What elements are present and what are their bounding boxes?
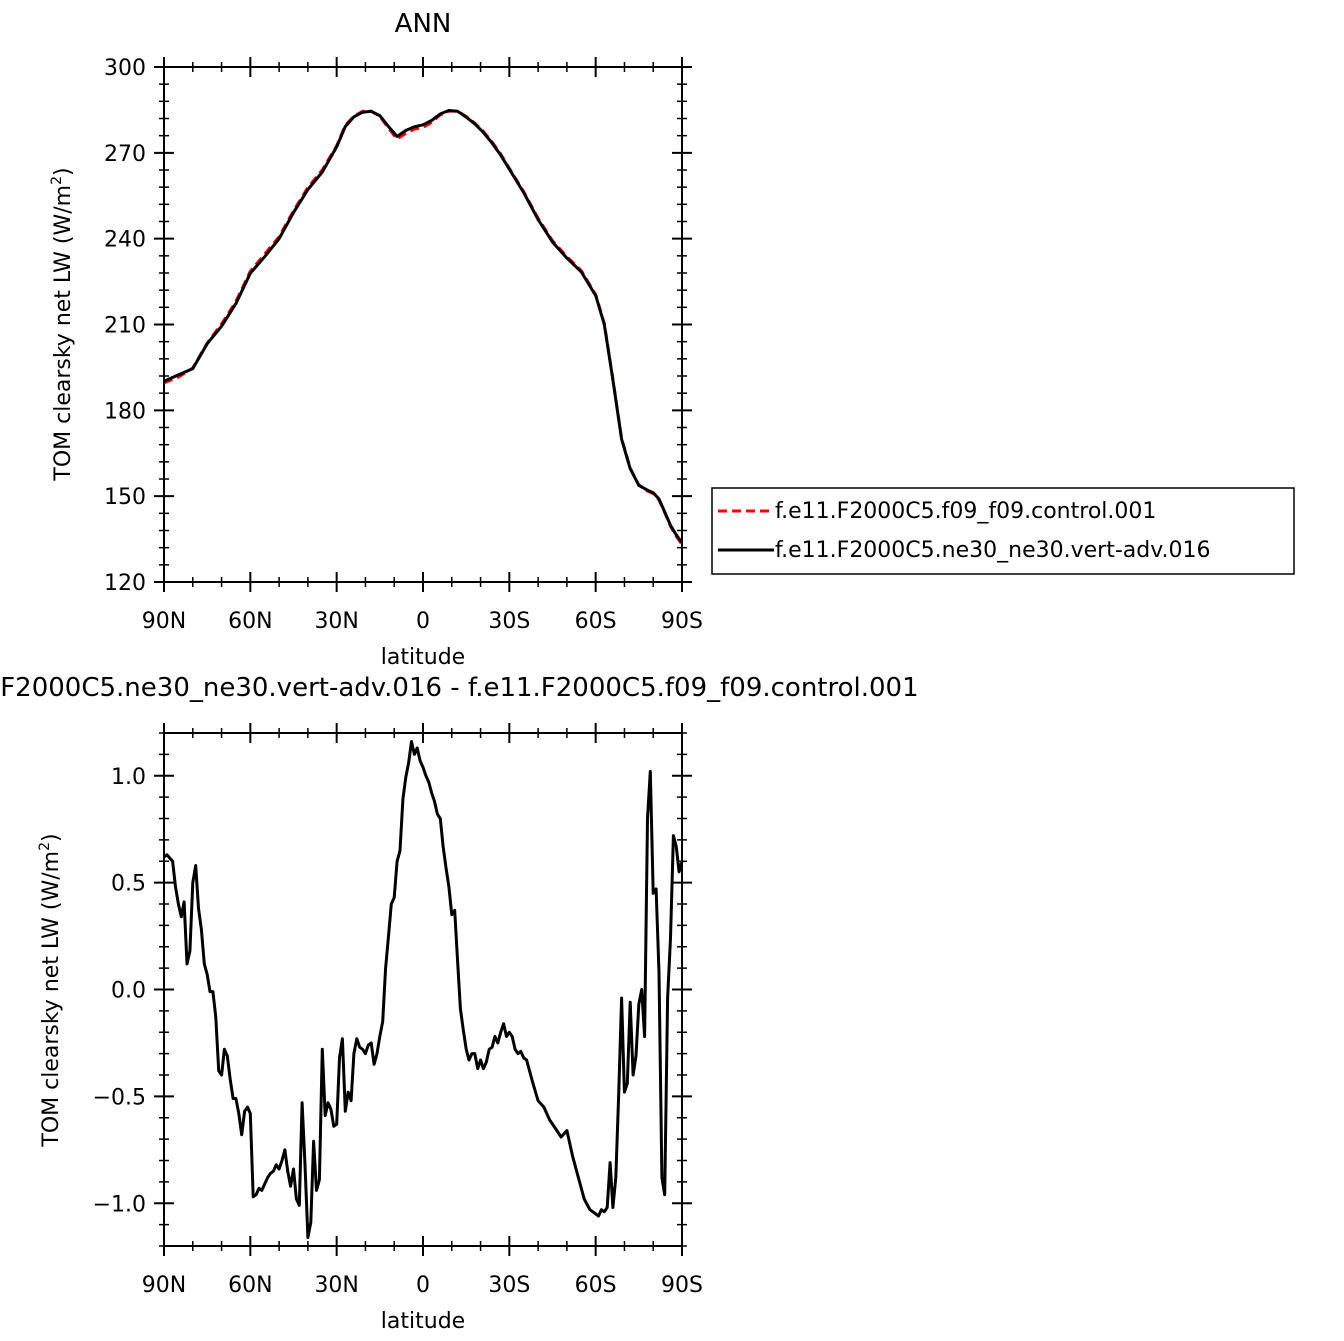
top-x-tick-label: 30S [488,609,530,634]
bottom-x-tick-label: 60S [575,1273,617,1298]
bottom-x-tick-labels: 90N 60N 30N 0 30S 60S 90S [142,1273,703,1298]
bottom-x-tick-label: 0 [416,1273,430,1298]
bottom-series-line-1 [163,740,684,1239]
top-y-axis-label-main: TOM clearsky net LW (W/m [51,185,76,482]
bottom-y-axis-label: TOM clearsky net LW (W/m2) [37,833,64,1147]
bottom-x-axis-label: latitude [381,1309,465,1334]
bottom-y-tick-label: −1.0 [93,1192,146,1217]
top-x-tick-label: 60N [228,609,272,634]
bottom-series-group [163,740,684,1239]
top-tick-marks [154,57,692,592]
top-y-tick-label: 270 [104,142,146,167]
bottom-x-tick-label: 90N [142,1273,186,1298]
bottom-y-tick-label: 0.0 [111,979,146,1004]
bottom-x-tick-label: 60N [228,1273,272,1298]
top-y-axis-label-sup: 2 [49,176,65,185]
bottom-y-tick-labels: −1.0 −0.5 0.0 0.5 1.0 [93,765,146,1218]
bottom-y-tick-label: −0.5 [93,1085,146,1110]
top-series-line-2 [163,109,684,544]
top-y-tick-label: 300 [104,56,146,81]
bottom-x-tick-label: 30N [314,1273,358,1298]
bottom-chart-title: f.e11.F2000C5.ne30_ne30.vert-adv.016 - f… [0,673,919,703]
top-x-tick-label: 90S [661,609,703,634]
top-series-group [163,109,684,546]
legend-label-vert-adv: f.e11.F2000C5.ne30_ne30.vert-adv.016 [775,538,1211,563]
bottom-panel: f.e11.F2000C5.ne30_ne30.vert-adv.016 - f… [0,673,919,1334]
bottom-y-axis-label-close: ) [39,833,64,842]
top-plot-frame [163,66,683,583]
top-x-tick-label: 30N [314,609,358,634]
bottom-plot-frame [163,732,683,1247]
top-y-axis-label: TOM clearsky net LW (W/m2) [49,167,76,481]
bottom-x-tick-label: 30S [488,1273,530,1298]
legend-label-control: f.e11.F2000C5.f09_f09.control.001 [775,499,1156,524]
top-x-tick-labels: 90N 60N 30N 0 30S 60S 90S [142,609,703,634]
top-y-tick-label: 180 [104,399,146,424]
bottom-x-tick-label: 90S [661,1273,703,1298]
top-chart-title: ANN [395,9,452,39]
bottom-y-tick-label: 0.5 [111,872,146,897]
top-y-axis-label-close: ) [51,167,76,176]
top-panel: ANN 120 150 180 210 240 270 300 90N 60N 30N 0 30S 6… [49,9,1295,670]
bottom-y-tick-label: 1.0 [111,765,146,790]
top-y-tick-labels: 120 150 180 210 240 270 300 [104,56,146,596]
bottom-y-axis-label-sup: 2 [37,842,53,851]
top-x-tick-label: 90N [142,609,186,634]
legend-box [711,487,1295,575]
top-x-tick-label: 60S [575,609,617,634]
top-x-tick-label: 0 [416,609,430,634]
top-y-tick-label: 120 [104,571,146,596]
legend: f.e11.F2000C5.f09_f09.control.001 f.e11.… [711,487,1295,575]
top-y-tick-label: 210 [104,314,146,339]
top-y-tick-label: 150 [104,485,146,510]
top-x-axis-label: latitude [381,645,465,670]
top-y-tick-label: 240 [104,228,146,253]
bottom-y-axis-label-main: TOM clearsky net LW (W/m [39,851,64,1148]
